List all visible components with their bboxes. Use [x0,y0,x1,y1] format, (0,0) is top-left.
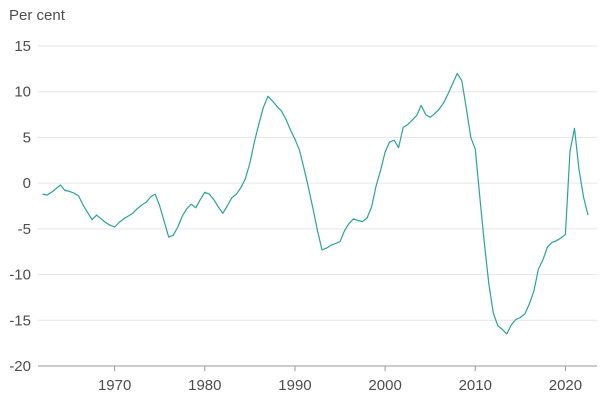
y-tick-label: 5 [23,129,31,146]
y-tick-label: -5 [18,221,31,238]
x-tick-label: 1970 [98,377,131,394]
y-tick-labels: 15 10 5 0 -5 -10 -15 -20 [9,38,31,375]
y-tick-label: 0 [23,175,31,192]
y-tick-label: 10 [14,84,31,101]
y-tick-label: -15 [9,312,31,329]
y-tick-label: -20 [9,358,31,375]
x-tick-label: 2020 [549,377,582,394]
series-line [42,72,589,335]
x-tick-label: 1990 [278,377,311,394]
x-tick-label: 1980 [188,377,221,394]
y-tick-label: 15 [14,38,31,55]
y-axis-title: Per cent [9,7,66,24]
x-tick-label: 2010 [459,377,492,394]
y-tick-label: -10 [9,267,31,284]
x-ticks: 1970 1980 1990 2000 2010 2020 [98,366,582,394]
x-tick-label: 2000 [368,377,401,394]
gridlines [38,45,597,321]
